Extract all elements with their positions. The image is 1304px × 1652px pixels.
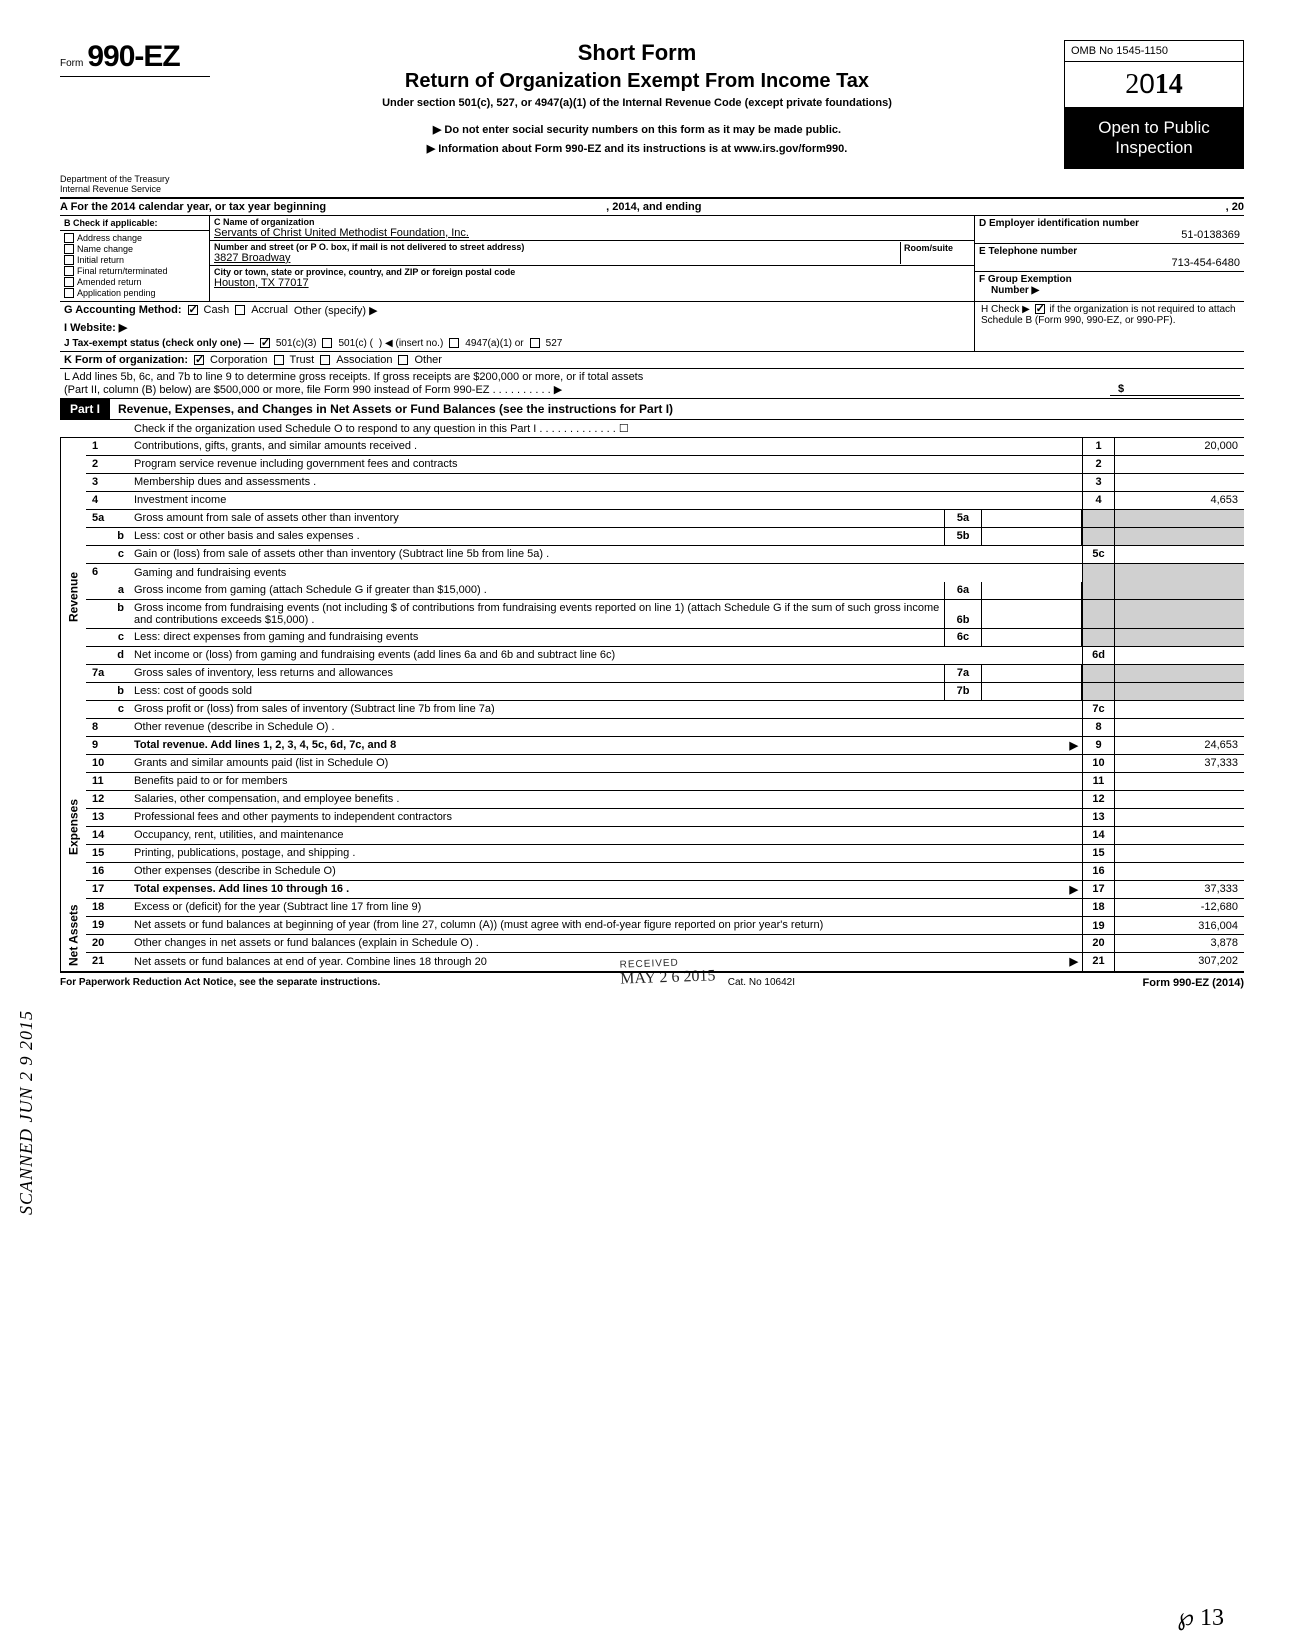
org-city: Houston, TX 77017: [214, 277, 970, 289]
line-10-value: 37,333: [1114, 755, 1244, 772]
form-number-box: Form 990-EZ: [60, 40, 210, 77]
checkbox-501c3[interactable]: [260, 338, 270, 348]
line-20-value: 3,878: [1114, 935, 1244, 952]
title-note-1: ▶ Do not enter social security numbers o…: [218, 123, 1056, 136]
checkbox-name-change[interactable]: [64, 244, 74, 254]
omb-box: OMB No 1545-1150: [1064, 40, 1244, 62]
checkbox-initial-return[interactable]: [64, 255, 74, 265]
checkbox-accrual[interactable]: [235, 305, 245, 315]
checkbox-trust[interactable]: [274, 355, 284, 365]
form-number: 990-EZ: [87, 40, 179, 74]
year-box: 2014: [1064, 62, 1244, 108]
dept-label: Department of the Treasury Internal Reve…: [60, 173, 210, 197]
title-block: Short Form Return of Organization Exempt…: [218, 40, 1056, 155]
checkbox-other-org[interactable]: [398, 355, 408, 365]
title-note-2: ▶ Information about Form 990-EZ and its …: [218, 142, 1056, 155]
phone: 713-454-6480: [979, 257, 1240, 269]
row-a: A For the 2014 calendar year, or tax yea…: [60, 199, 1244, 216]
form-word: Form: [60, 58, 83, 69]
col-c: C Name of organization Servants of Chris…: [210, 216, 974, 301]
part-1-sub: Check if the organization used Schedule …: [60, 420, 1244, 438]
hand-note: ℘ 13: [1177, 1603, 1224, 1632]
line-18-value: -12,680: [1114, 899, 1244, 916]
checkbox-501c[interactable]: [322, 338, 332, 348]
line-19-value: 316,004: [1114, 917, 1244, 934]
checkbox-final-return[interactable]: [64, 266, 74, 276]
gutter-net-assets: Net Assets: [60, 899, 86, 971]
section-h: H Check ▶ if the organization is not req…: [974, 302, 1244, 351]
accounting-method-label: G Accounting Method:: [64, 304, 182, 316]
checkbox-assoc[interactable]: [320, 355, 330, 365]
line-9-value: 24,653: [1114, 737, 1244, 754]
checkbox-amended[interactable]: [64, 277, 74, 287]
checkbox-h[interactable]: [1035, 304, 1045, 314]
public-inspection: Open to Public Inspection: [1064, 108, 1244, 169]
ein: 51-0138369: [979, 229, 1240, 241]
org-name: Servants of Christ United Methodist Foun…: [214, 227, 970, 239]
row-l: L Add lines 5b, 6c, and 7b to line 9 to …: [60, 369, 1244, 398]
gutter-expenses: Expenses: [60, 755, 86, 899]
checkbox-cash[interactable]: [188, 305, 198, 315]
line-21-value: 307,202: [1114, 953, 1244, 971]
scanned-stamp: SCANNED JUN 2 9 2015: [16, 1010, 37, 1215]
right-boxes: OMB No 1545-1150 2014 Open to Public Ins…: [1064, 40, 1244, 169]
checkbox-application-pending[interactable]: [64, 288, 74, 298]
part-1-header: Part I Revenue, Expenses, and Changes in…: [60, 398, 1244, 420]
line-17-value: 37,333: [1114, 881, 1244, 898]
received-stamp: RECEIVED MAY 2 6 2015: [620, 956, 716, 988]
line-4-value: 4,653: [1114, 492, 1244, 509]
room-suite-label: Room/suite: [900, 242, 970, 264]
col-de: D Employer identification number 51-0138…: [974, 216, 1244, 301]
gutter-revenue: Revenue: [60, 438, 86, 755]
checkbox-corp[interactable]: [194, 355, 204, 365]
title-under: Under section 501(c), 527, or 4947(a)(1)…: [218, 97, 1056, 109]
line-1-value: 20,000: [1114, 438, 1244, 455]
title-main: Short Form: [218, 40, 1056, 66]
title-sub: Return of Organization Exempt From Incom…: [218, 70, 1056, 93]
org-street: 3827 Broadway: [214, 252, 900, 264]
col-b: B Check if applicable: Address change Na…: [60, 216, 210, 301]
checkbox-address-change[interactable]: [64, 233, 74, 243]
website-label: I Website: ▶: [64, 321, 127, 334]
checkbox-527[interactable]: [530, 338, 540, 348]
checkbox-4947[interactable]: [449, 338, 459, 348]
